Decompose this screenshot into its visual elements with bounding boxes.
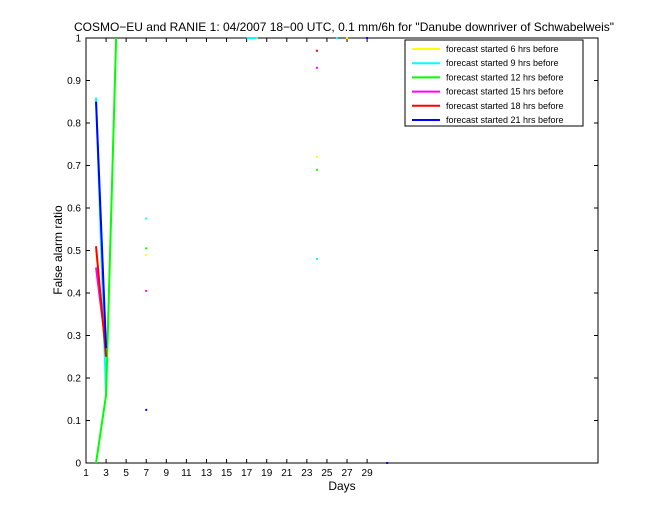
y-tick-label: 0.2 (67, 374, 81, 385)
x-tick-label: 21 (281, 468, 293, 479)
legend-entry: forecast started 18 hrs before (446, 101, 564, 111)
legend-entry: forecast started 15 hrs before (446, 87, 564, 97)
legend-box (404, 39, 584, 127)
x-tick-label: 27 (341, 468, 353, 479)
x-axis: 1 3 5 7 9 11 13 15 17 19 21 23 25 27 29 (83, 38, 373, 479)
series-layer (95, 37, 389, 464)
x-tick-label: 23 (301, 468, 313, 479)
chart-title: COSMO−EU and RANIE 1: 04/2007 18−00 UTC,… (74, 20, 614, 34)
x-tick-label: 9 (164, 468, 170, 479)
legend-entry: forecast started 21 hrs before (446, 115, 564, 125)
series-line (95, 101, 108, 349)
y-tick-label: 0.7 (67, 161, 81, 172)
x-tick-label: 1 (83, 468, 89, 479)
series-5 (95, 37, 389, 464)
x-tick-label: 19 (261, 468, 273, 479)
x-tick-label: 3 (103, 468, 109, 479)
legend-entry: forecast started 12 hrs before (446, 72, 564, 82)
y-tick-label: 1 (75, 34, 81, 45)
y-tick-label: 0.5 (67, 246, 81, 257)
x-tick-label: 5 (123, 468, 129, 479)
y-tick-label: 0 (75, 459, 81, 470)
series-4 (95, 49, 318, 357)
legend: forecast started 6 hrs before forecast st… (404, 39, 584, 127)
x-tick-label: 15 (221, 468, 233, 479)
y-tick-label: 0.8 (67, 119, 81, 130)
x-tick-label: 29 (362, 468, 374, 479)
x-tick-label: 25 (321, 468, 333, 479)
x-tick-label: 11 (181, 468, 192, 479)
y-tick-label: 0.1 (67, 416, 81, 427)
legend-entry: forecast started 9 hrs before (446, 58, 559, 68)
y-axis-label: False alarm ratio (51, 205, 65, 295)
series-2 (95, 37, 318, 464)
series-line (95, 246, 108, 357)
series-line (95, 37, 118, 464)
x-axis-label: Days (328, 479, 355, 493)
x-tick-label: 7 (143, 468, 149, 479)
x-tick-label: 13 (201, 468, 213, 479)
y-tick-label: 0.3 (67, 331, 81, 342)
y-tick-label: 0.9 (67, 76, 81, 87)
y-axis: 0 0.1 0.2 0.3 0.4 0.5 0.6 0.7 0.8 0.9 1 (67, 34, 598, 470)
y-tick-label: 0.6 (67, 204, 81, 215)
legend-entry: forecast started 6 hrs before (446, 44, 559, 54)
x-tick-label: 17 (241, 468, 253, 479)
y-tick-label: 0.4 (67, 289, 81, 300)
